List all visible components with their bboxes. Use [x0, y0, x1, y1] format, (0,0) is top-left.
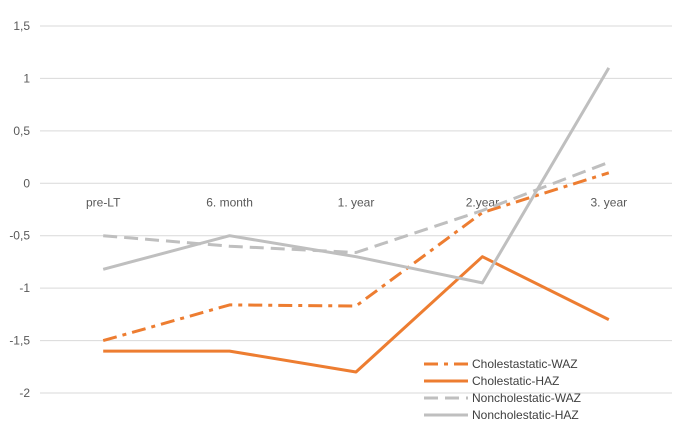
y-tick-label: -2: [19, 386, 30, 400]
x-tick-label: 6. month: [206, 195, 253, 209]
legend-label: Cholestatic-HAZ: [472, 374, 559, 388]
y-tick-label: 1: [23, 71, 30, 85]
x-tick-label: 1. year: [338, 195, 375, 209]
x-tick-label: 3. year: [590, 195, 627, 209]
y-tick-label: -1: [19, 281, 30, 295]
series-line-2: [103, 255, 610, 374]
legend-label: Noncholestatic-WAZ: [472, 391, 581, 405]
series-line-1: [102, 171, 610, 343]
y-tick-label: 0: [23, 176, 30, 190]
y-tick-label: 0,5: [13, 124, 30, 138]
series-line-4: [102, 67, 611, 285]
series-line-3: [103, 160, 610, 254]
x-tick-label: 2.year: [466, 195, 499, 209]
legend-label: Noncholestatic-HAZ: [472, 408, 579, 422]
y-tick-label: -1,5: [9, 334, 30, 348]
y-tick-label: -0,5: [9, 229, 30, 243]
y-tick-label: 1,5: [13, 19, 30, 33]
x-tick-label: pre-LT: [86, 195, 121, 209]
legend-label: Cholestastatic-WAZ: [472, 357, 578, 371]
